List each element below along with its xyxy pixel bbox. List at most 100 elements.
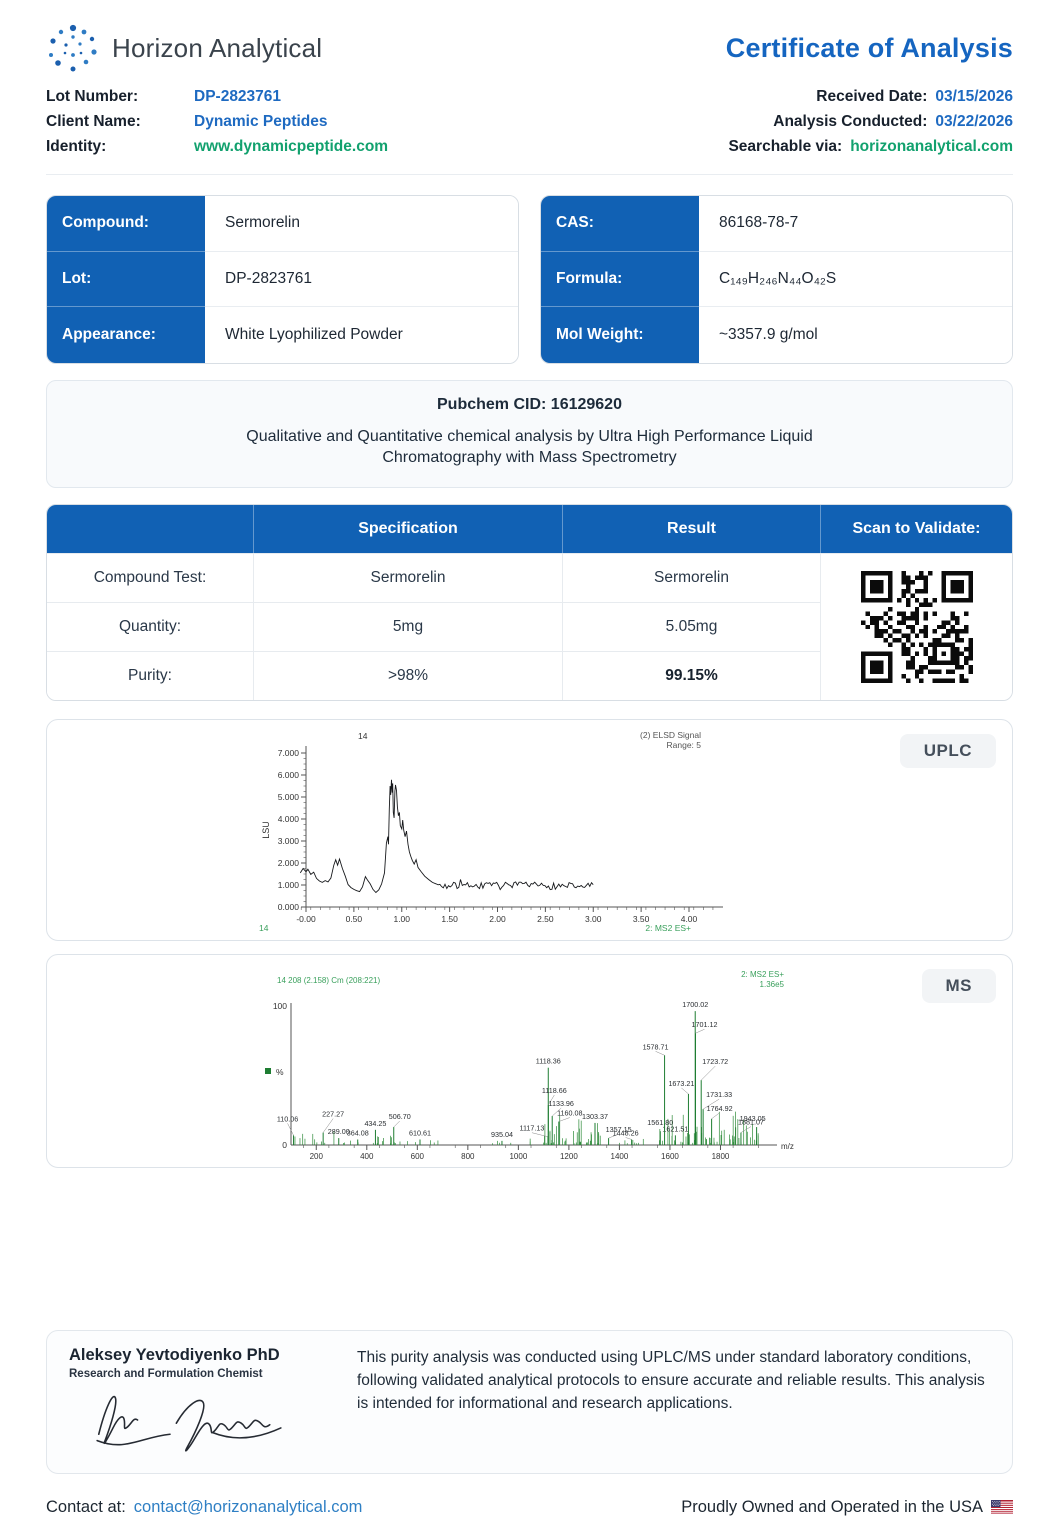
ms-spectrum: 200 400 600 800 1000 1200 1400 1600 1800m/z1000%… bbox=[265, 970, 794, 1161]
svg-text:14: 14 bbox=[259, 923, 269, 933]
ms-chart-panel: 200 400 600 800 1000 1200 1400 1600 1800 m/z 100 0%… bbox=[46, 953, 1013, 1168]
svg-text:1117.13: 1117.13 bbox=[519, 1124, 544, 1133]
svg-text:LSU: LSU bbox=[261, 821, 271, 839]
signature-script bbox=[96, 1395, 282, 1452]
uplc-badge: UPLC bbox=[899, 733, 996, 768]
svg-text:1731.33: 1731.33 bbox=[706, 1090, 732, 1099]
searchable-row: Searchable via: horizonanalytical.com bbox=[728, 138, 1013, 156]
pubchem-card: Pubchem CID: 16129620 Qualitative and Qu… bbox=[46, 379, 1013, 488]
chemistry-card: CAS: 86168-78-7 Formula: C₁₄₉H₂₄₆N₄₄O₄₂S… bbox=[540, 195, 1013, 364]
svg-text:1200: 1200 bbox=[560, 1152, 578, 1161]
identity-link[interactable]: www.dynamicpeptide.com bbox=[194, 138, 389, 155]
svg-text:1303.37: 1303.37 bbox=[582, 1112, 608, 1121]
svg-text:1118.66: 1118.66 bbox=[542, 1086, 567, 1095]
svg-text:1943.05: 1943.05 bbox=[740, 1114, 766, 1123]
svg-text:800: 800 bbox=[461, 1152, 475, 1161]
svg-text:6.000: 6.000 bbox=[278, 770, 300, 780]
meta-right: Received Date: 03/15/2026 Analysis Condu… bbox=[728, 88, 1013, 156]
svg-text:7.000: 7.000 bbox=[278, 748, 300, 758]
qr-code bbox=[860, 570, 973, 683]
svg-text:0.50: 0.50 bbox=[346, 914, 363, 924]
formula-label: Formula: bbox=[541, 251, 699, 308]
client-name-row: Client Name: Dynamic Peptides bbox=[46, 113, 388, 131]
svg-text:227.27: 227.27 bbox=[322, 1110, 344, 1119]
received-date-row: Received Date: 03/15/2026 bbox=[728, 88, 1013, 106]
searchable-link[interactable]: horizonanalytical.com bbox=[850, 138, 1013, 155]
quantity-spec: 5mg bbox=[254, 601, 563, 651]
brand-name: Horizon Analytical bbox=[112, 32, 323, 63]
svg-text:364.08: 364.08 bbox=[347, 1128, 369, 1137]
chemist-role: Research and Formulation Chemist bbox=[69, 1367, 263, 1380]
pubchem-cid: Pubchem CID: 16129620 bbox=[437, 395, 622, 413]
appearance-row: Appearance: White Lyophilized Powder bbox=[47, 307, 518, 363]
lot-number-row: Lot Number: DP-2823761 bbox=[46, 88, 388, 106]
footer: Contact at: contact@horizonanalytical.co… bbox=[0, 1498, 1059, 1517]
svg-text:289.00: 289.00 bbox=[328, 1127, 350, 1136]
spec-header-result: Result bbox=[563, 504, 821, 553]
svg-text:4.00: 4.00 bbox=[681, 914, 698, 924]
svg-text:1700.02: 1700.02 bbox=[682, 1000, 708, 1009]
svg-text:1118.36: 1118.36 bbox=[536, 1057, 561, 1066]
compound-value: Sermorelin bbox=[205, 196, 518, 252]
svg-text:1701.12: 1701.12 bbox=[692, 1020, 718, 1029]
svg-text:1764.92: 1764.92 bbox=[707, 1104, 733, 1113]
purity-label: Purity: bbox=[47, 650, 254, 700]
header: Horizon Analytical Certificate of Analys… bbox=[0, 0, 1059, 175]
svg-text:1673.21: 1673.21 bbox=[668, 1079, 694, 1088]
svg-text:1621.51: 1621.51 bbox=[662, 1124, 688, 1133]
svg-text:935.04: 935.04 bbox=[491, 1130, 513, 1139]
made-in-text: Proudly Owned and Operated in the USA bbox=[681, 1497, 983, 1516]
svg-text:1723.72: 1723.72 bbox=[702, 1057, 728, 1066]
compound-card: Compound: Sermorelin Lot: DP-2823761 App… bbox=[46, 195, 519, 364]
brand-logo: Horizon Analytical bbox=[46, 22, 322, 74]
svg-text:0.000: 0.000 bbox=[278, 902, 300, 912]
chemist-name: Aleksey Yevtodiyenko PhD bbox=[69, 1345, 280, 1364]
svg-text:(2) ELSD Signal: (2) ELSD Signal bbox=[640, 730, 701, 740]
svg-text:3.00: 3.00 bbox=[585, 914, 602, 924]
svg-text:610.61: 610.61 bbox=[409, 1128, 431, 1137]
contact-label: Contact at: bbox=[46, 1497, 126, 1516]
svg-text:400: 400 bbox=[360, 1152, 374, 1161]
svg-text:1578.71: 1578.71 bbox=[643, 1042, 669, 1051]
svg-text:2: MS2 ES+: 2: MS2 ES+ bbox=[741, 970, 784, 979]
svg-text:14: 14 bbox=[358, 731, 368, 741]
svg-text:Range: 5: Range: 5 bbox=[667, 740, 702, 750]
spec-header-specification: Specification bbox=[254, 504, 563, 553]
quantity-result: 5.05mg bbox=[563, 601, 821, 651]
cas-value: 86168-78-7 bbox=[699, 196, 1012, 252]
uplc-chromatogram: 0.000 1.000 2.000 3.000 4.000 5.000 6.000 7.000… bbox=[259, 730, 723, 933]
lot-number-label: Lot Number: bbox=[46, 88, 139, 105]
lot-label: Lot: bbox=[47, 251, 205, 308]
svg-text:2: MS2 ES+: 2: MS2 ES+ bbox=[645, 923, 691, 933]
spec-header-blank bbox=[47, 504, 254, 553]
svg-text:1800: 1800 bbox=[712, 1152, 730, 1161]
lot-value: DP-2823761 bbox=[205, 251, 518, 308]
svg-text:%: % bbox=[276, 1067, 284, 1077]
svg-text:0: 0 bbox=[282, 1140, 287, 1150]
svg-text:2.50: 2.50 bbox=[537, 914, 554, 924]
cas-label: CAS: bbox=[541, 196, 699, 252]
svg-text:3.50: 3.50 bbox=[633, 914, 650, 924]
appearance-value: White Lyophilized Powder bbox=[205, 307, 518, 363]
svg-text:14 208 (2.158) Cm (208:221): 14 208 (2.158) Cm (208:221) bbox=[277, 976, 381, 985]
svg-text:600: 600 bbox=[411, 1152, 425, 1161]
svg-text:1160.08: 1160.08 bbox=[557, 1109, 582, 1118]
lot-number-value: DP-2823761 bbox=[194, 88, 282, 105]
svg-text:3.000: 3.000 bbox=[278, 836, 300, 846]
compound-info-cards: Compound: Sermorelin Lot: DP-2823761 App… bbox=[46, 195, 1013, 364]
main-content: Compound: Sermorelin Lot: DP-2823761 App… bbox=[0, 195, 1059, 1474]
svg-text:1561.80: 1561.80 bbox=[647, 1118, 673, 1127]
qr-cell bbox=[821, 552, 1012, 700]
svg-text:1448.26: 1448.26 bbox=[613, 1128, 639, 1137]
svg-text:-0.00: -0.00 bbox=[296, 914, 316, 924]
lot-row: Lot: DP-2823761 bbox=[47, 251, 518, 308]
contact-email-link[interactable]: contact@horizonanalytical.com bbox=[133, 1497, 363, 1516]
mol-weight-label: Mol Weight: bbox=[541, 307, 699, 363]
svg-text:1.50: 1.50 bbox=[441, 914, 458, 924]
analysis-date-label: Analysis Conducted: bbox=[773, 113, 928, 130]
mol-weight-value: ~3357.9 g/mol bbox=[699, 307, 1012, 363]
svg-text:200: 200 bbox=[310, 1152, 324, 1161]
compound-row: Compound: Sermorelin bbox=[47, 196, 518, 252]
cas-row: CAS: 86168-78-7 bbox=[541, 196, 1012, 252]
